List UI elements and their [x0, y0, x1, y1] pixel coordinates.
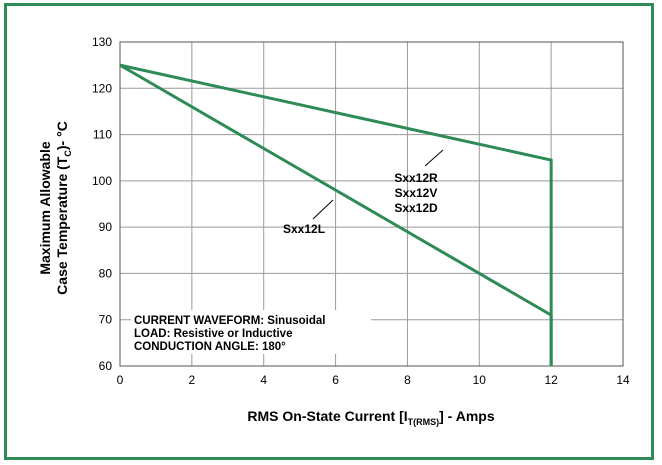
y-tick-labels: 60 70 80 90 100 110 120 130: [92, 35, 112, 373]
note-load: LOAD: Resistive or Inductive: [134, 328, 292, 340]
note-current-waveform: CURRENT WAVEFORM: Sinusoidal: [134, 315, 325, 327]
annotation-lower-label: Sxx12L: [283, 222, 325, 236]
x-tick-label-2: 4: [260, 373, 267, 387]
x-tick-label-1: 2: [189, 373, 196, 387]
y-tick-label-5: 110: [93, 128, 112, 142]
x-tick-label-7: 14: [616, 373, 630, 387]
series-line-1: [119, 63, 553, 366]
y-tick-label-7: 130: [92, 35, 112, 49]
x-tick-labels: 0 2 4 6 8 10 12 14: [117, 373, 630, 387]
annotation-lower-leader: [312, 199, 334, 220]
y-tick-label-2: 80: [99, 266, 113, 280]
y-axis-title-line2: Case Temperature (TC)- °C: [54, 121, 73, 295]
x-tick-label-6: 12: [544, 373, 558, 387]
x-tick-label-0: 0: [117, 373, 124, 387]
series-group: [119, 63, 553, 366]
grid: [119, 41, 624, 367]
annotation-upper-line2: Sxx12V: [395, 186, 438, 200]
note-conduction-angle: CONDUCTION ANGLE: 180°: [134, 341, 286, 353]
y-tick-label-3: 90: [99, 220, 113, 234]
y-axis-title-line1: Maximum Allowable: [37, 141, 53, 275]
chart-frame: 60 70 80 90 100 110 120 130 0 2 4 6 8 10 12 14 Maximum…: [4, 3, 654, 460]
x-tick-label-4: 8: [404, 373, 411, 387]
x-tick-label-5: 10: [473, 373, 487, 387]
annotation-upper-line1: Sxx12R: [394, 171, 438, 185]
notes-box: CURRENT WAVEFORM: Sinusoidal LOAD: Resis…: [131, 310, 371, 354]
y-tick-label-4: 100: [92, 174, 112, 188]
notes-background: [131, 310, 371, 354]
x-tick-label-3: 6: [332, 373, 339, 387]
annotation-upper-leader: [424, 149, 444, 167]
annotation-upper: Sxx12R Sxx12V Sxx12D: [394, 149, 444, 215]
y-tick-label-0: 60: [99, 359, 113, 373]
plot-border: [119, 41, 624, 367]
annotation-lower: Sxx12L: [283, 199, 334, 236]
x-axis-title: RMS On-State Current [IT(RMS)] - Amps: [247, 408, 494, 427]
y-tick-label-6: 120: [92, 81, 112, 95]
chart: 60 70 80 90 100 110 120 130 0 2 4 6 8 10 12 14 Maximum…: [37, 35, 630, 427]
y-tick-label-1: 70: [99, 313, 113, 327]
series-line-0: [119, 63, 553, 366]
annotation-upper-line3: Sxx12D: [394, 201, 438, 215]
